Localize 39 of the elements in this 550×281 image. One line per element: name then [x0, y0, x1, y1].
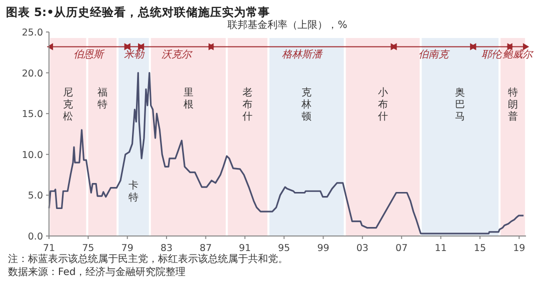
series-label: 米勒 — [124, 48, 146, 61]
source-note: 数据来源：Fed，经济与金融研究院整理 — [8, 266, 186, 278]
x-tick-label: 71 — [42, 243, 56, 254]
series-label: 鲍威尔 — [502, 48, 535, 61]
x-tick-label: 75 — [82, 243, 94, 254]
x-tick-label: 99 — [317, 243, 330, 254]
band-label: 卡特 — [128, 180, 139, 204]
chart-subtitle: 联邦基金利率（上限），% — [228, 19, 348, 31]
x-tick-label: 11 — [434, 243, 447, 254]
band-label: 小布什 — [378, 86, 388, 123]
y-tick-label: 10.0 — [22, 150, 43, 161]
band-label: 老布什 — [242, 86, 253, 123]
x-tick-label: 07 — [396, 243, 408, 254]
x-tick-label: 83 — [160, 243, 173, 254]
series-label: 耶伦 — [482, 48, 503, 61]
band-label: 克林顿 — [300, 86, 312, 123]
chart-title: 图表 5:•从历史经验看，总统对联储施压实为常事 — [6, 5, 270, 19]
series-label: 沃克尔 — [161, 48, 194, 61]
x-tick-label: 91 — [238, 243, 251, 254]
band-label: 里根 — [183, 88, 194, 111]
x-tick-label: 19 — [513, 243, 526, 254]
series-label: 伯南克 — [418, 48, 450, 61]
y-tick-label: 25.0 — [22, 28, 43, 38]
x-tick-label: 15 — [474, 243, 486, 254]
series-label: 伯恩斯 — [74, 48, 106, 61]
x-tick-label: 79 — [121, 243, 134, 254]
text: 注：标蓝表示该总统属于民主党，标红表示该总统属于共和党。 — [8, 253, 288, 265]
y-tick-label: 20.0 — [22, 68, 43, 80]
y-tick-label: 15.0 — [22, 109, 43, 120]
y-tick-label: 0.0 — [28, 232, 43, 242]
band-label: 特朗普 — [508, 86, 518, 123]
band-label: 福特 — [97, 86, 108, 111]
series-label: 格林斯潘 — [282, 48, 324, 61]
band-label: 奥巴马 — [455, 86, 466, 123]
x-tick-label: 95 — [278, 243, 290, 254]
band-label: 尼克松 — [63, 88, 74, 123]
y-tick-label: 5.0 — [28, 190, 43, 202]
x-tick-label: 87 — [200, 243, 212, 254]
x-tick-label: 03 — [356, 243, 368, 254]
